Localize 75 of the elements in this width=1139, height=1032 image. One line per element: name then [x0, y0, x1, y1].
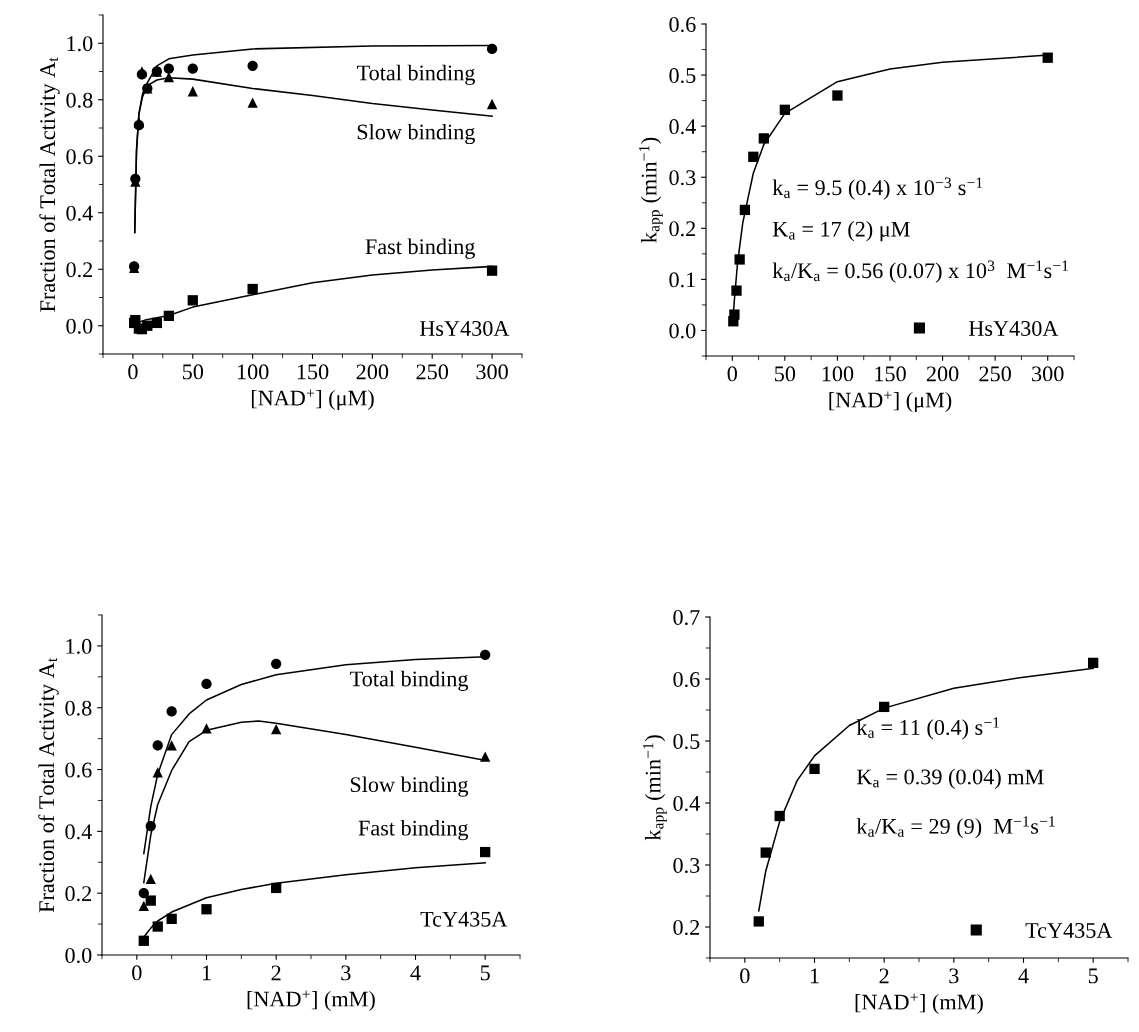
series-label: Total binding	[350, 670, 469, 691]
y-tick-label: 0.2	[66, 262, 93, 278]
annotation: K$_{a}$ = 17 (2) μM	[772, 221, 910, 242]
x-axis-title: [NAD$^{+}$] (mM)	[855, 993, 983, 1015]
annotation: k$_{a}$ = 9.5 (0.4) x 10$^{−3}$ s$^{−1}$	[772, 177, 983, 200]
annotation: k$_{a}$ = 11 (0.4) s$^{−1}$	[856, 717, 999, 740]
x-tick-label: 50	[182, 364, 204, 380]
series-label: Fast binding	[358, 819, 469, 841]
y-axis-title: Fraction of Total Activity A$_{t}$	[39, 57, 60, 312]
annotation: k$_{a}$/K$_{a}$ = 29 (9) M$^{−1}$s$^{−1}$	[856, 816, 1055, 839]
annotation: K$_{a}$ = 0.39 (0.04) mM	[856, 768, 1044, 789]
x-tick-label: 2	[879, 968, 889, 984]
y-tick-label: 0.4	[66, 205, 93, 221]
x-tick-label: 0	[128, 364, 138, 380]
x-tick-label: 100	[237, 364, 269, 380]
y-tick-label: 0.8	[66, 92, 93, 108]
y-tick-label: 0.5	[669, 68, 696, 84]
x-tick-label: 3	[949, 968, 959, 984]
x-tick-label: 5	[480, 965, 490, 981]
text: k$_{a}$/K$_{a}$ = 0.56 (0.07) x 10$^{3}$ M$^{−1}$s$^{−1}$	[772, 260, 1068, 283]
x-tick-label: 250	[416, 364, 449, 380]
y-tick-label: 0.0	[669, 323, 696, 339]
x-tick-label: 1	[202, 965, 211, 981]
x-tick-label: 2	[271, 965, 281, 981]
y-tick-label: 0.0	[66, 318, 93, 334]
series-label: Slow binding	[350, 776, 469, 797]
x-tick-label: 100	[822, 366, 854, 382]
x-tick-label: 200	[926, 366, 959, 382]
series-label: Fast binding	[365, 238, 475, 259]
y-tick-label: 0.6	[669, 16, 696, 33]
x-tick-label: 0	[132, 965, 142, 981]
x-tick-label: 250	[979, 366, 1011, 382]
y-tick-label: 0.6	[65, 762, 92, 778]
series-label: Total binding	[357, 64, 475, 86]
y-tick-label: 0.7	[673, 609, 700, 626]
y-tick-label: 0.6	[673, 671, 700, 688]
annotation: TcY435A	[420, 911, 508, 927]
y-axis-title: k$_{app}$ (min$^{−1}$)	[642, 735, 667, 841]
x-tick-label: 200	[356, 364, 389, 380]
legend-label: TcY435A	[1025, 923, 1113, 938]
y-tick-label: 0.2	[669, 221, 696, 237]
y-tick-label: 0.4	[669, 119, 696, 135]
x-tick-label: 300	[476, 364, 508, 380]
y-tick-label: 0.2	[673, 919, 700, 936]
x-tick-label: 4	[410, 965, 421, 981]
y-tick-label: 0.6	[66, 149, 93, 165]
x-tick-label: 0	[740, 968, 750, 984]
y-tick-label: 0.3	[673, 857, 700, 874]
y-tick-label: 1.0	[67, 36, 93, 52]
x-tick-label: 1	[810, 968, 819, 984]
x-tick-label: 5	[1088, 968, 1098, 984]
y-tick-label: 0.0	[65, 947, 92, 964]
x-tick-label: 150	[875, 366, 906, 382]
series-label: Slow binding	[357, 123, 475, 145]
x-tick-label: 0	[727, 366, 737, 382]
y-axis-title: Fraction of Total Activity A$_{t}$	[38, 657, 59, 913]
y-axis-title: k$_{app}$ (min$^{−1}$)	[638, 137, 663, 243]
y-tick-label: 0.8	[65, 700, 92, 716]
y-tick-label: 0.2	[65, 886, 92, 902]
x-tick-label: 150	[297, 364, 329, 380]
x-axis-title: [NAD$^{+}$] (mM)	[247, 990, 375, 1012]
x-tick-label: 300	[1032, 366, 1064, 382]
y-tick-label: 0.1	[669, 272, 695, 288]
y-tick-label: 0.4	[673, 795, 700, 812]
x-tick-label: 3	[341, 965, 351, 981]
annotation: HsY430A	[419, 320, 510, 336]
y-tick-label: 1.0	[66, 638, 92, 654]
y-tick-label: 0.3	[669, 170, 696, 186]
x-axis-title: [NAD$^{+}$] (μM)	[829, 391, 952, 413]
x-tick-label: 4	[1018, 968, 1029, 984]
y-tick-label: 0.5	[673, 733, 700, 750]
y-tick-label: 0.4	[65, 824, 92, 840]
legend-label: HsY430A	[968, 320, 1059, 336]
x-axis-title: [NAD$^{+}$] (μM)	[251, 389, 374, 411]
x-tick-label: 50	[775, 366, 796, 382]
